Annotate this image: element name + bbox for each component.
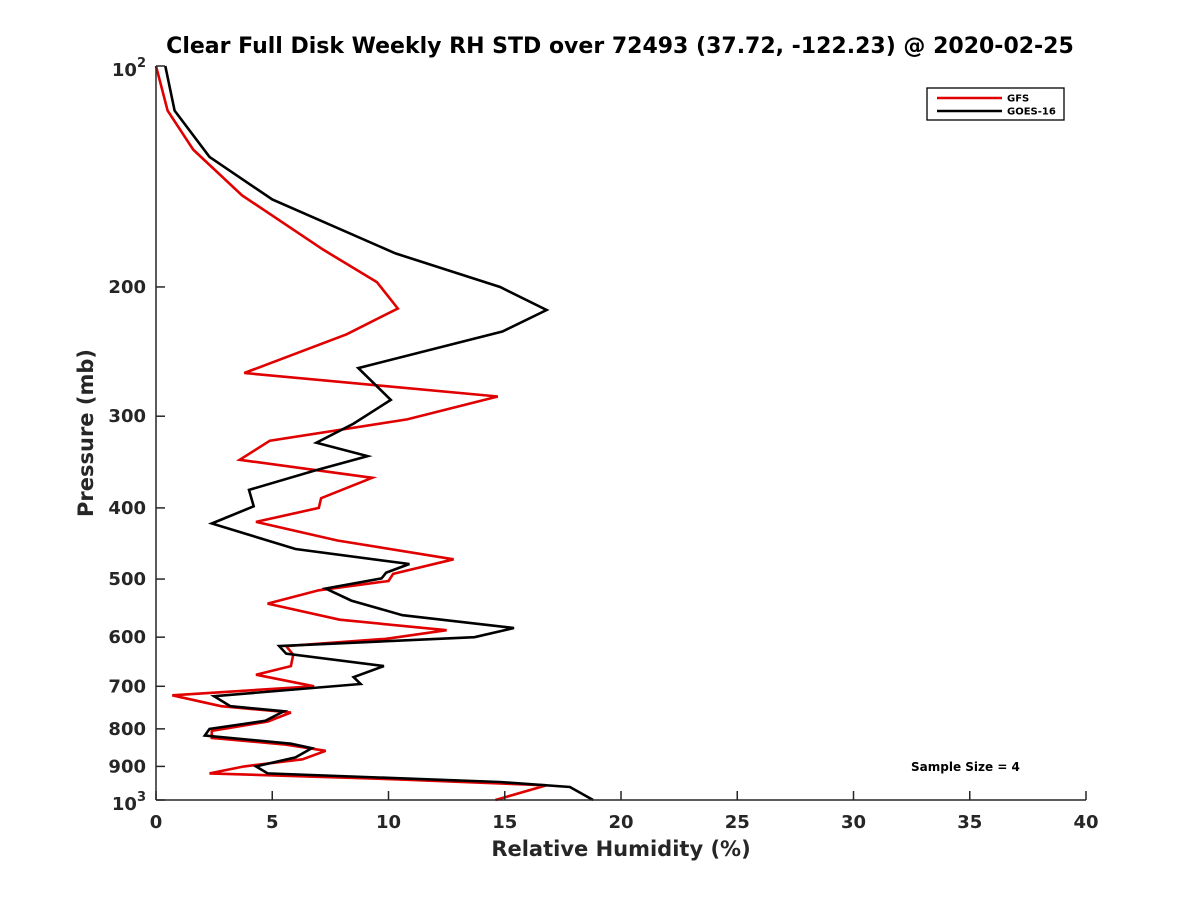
legend-box — [926, 87, 1065, 121]
legend-label-goes-16: GOES-16 — [1007, 107, 1056, 118]
series-line-gfs — [154, 65, 547, 802]
x-axis-ticks: 0 5 10 15 20 25 30 35 40 — [150, 791, 1099, 833]
y-tick-label: 200 — [108, 277, 146, 298]
plot-area — [156, 66, 1086, 800]
y-axis-label: Pressure (mb) — [74, 349, 98, 517]
x-tick-label: 0 — [150, 812, 163, 833]
y-tick-label: 400 — [108, 498, 146, 519]
y-tick-label: 800 — [108, 719, 146, 740]
x-tick-label: 35 — [957, 812, 982, 833]
x-tick-label: 25 — [725, 812, 750, 833]
y-tick-label: 900 — [108, 756, 146, 777]
x-tick-label: 40 — [1073, 812, 1098, 833]
y-axis-ticks: 102 200 300 400 500 600 700 800 900 103 — [108, 56, 165, 815]
y-tick-label: 103 — [112, 790, 146, 815]
y-tick-label: 500 — [108, 569, 146, 590]
y-tick-label: 102 — [112, 56, 146, 81]
sample-size-annotation: Sample Size = 4 — [911, 760, 1020, 774]
x-tick-label: 20 — [608, 812, 633, 833]
series-line-goes-16 — [164, 65, 594, 802]
x-tick-label: 30 — [841, 812, 866, 833]
y-tick-label: 300 — [108, 406, 146, 427]
x-tick-label: 5 — [266, 812, 279, 833]
legend: GFS GOES-16 — [926, 87, 1065, 121]
y-tick-label: 600 — [108, 627, 146, 648]
x-axis-label: Relative Humidity (%) — [491, 837, 750, 861]
legend-label-gfs: GFS — [1007, 94, 1029, 105]
y-tick-label: 700 — [108, 676, 146, 697]
chart-title: Clear Full Disk Weekly RH STD over 72493… — [166, 34, 1074, 59]
series-layer — [154, 65, 594, 802]
x-tick-label: 15 — [492, 812, 517, 833]
x-tick-label: 10 — [376, 812, 401, 833]
